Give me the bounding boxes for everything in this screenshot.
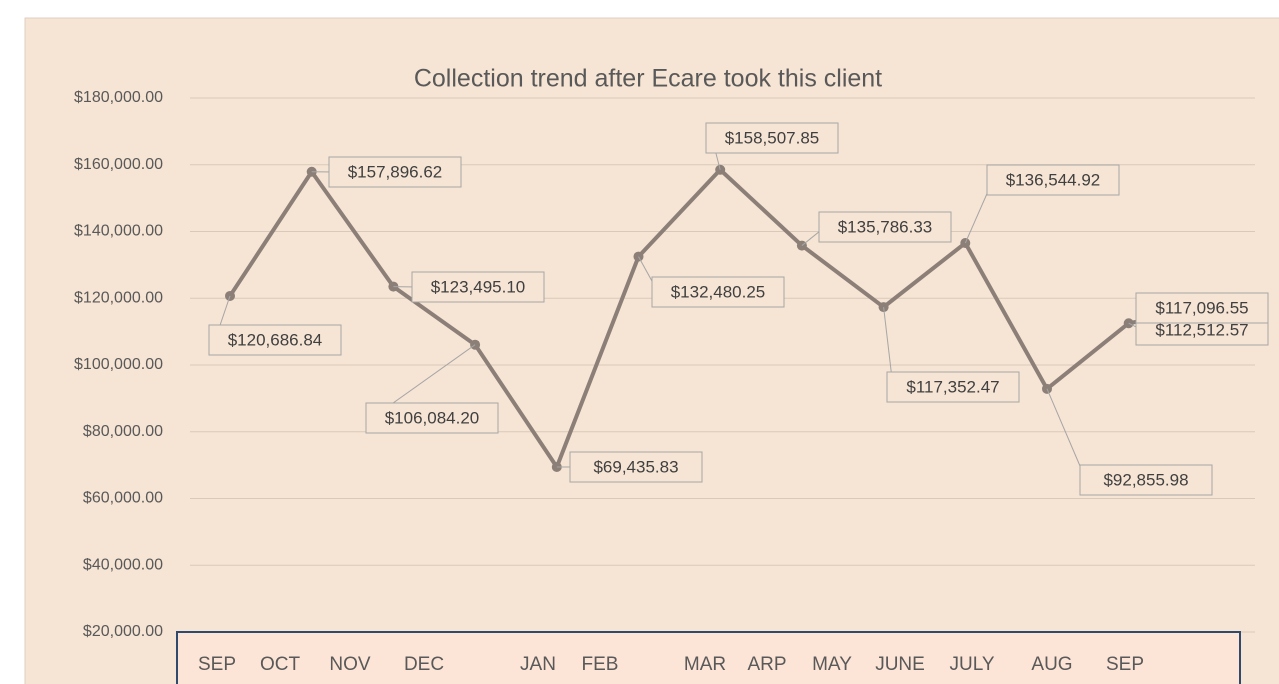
y-tick-label: $40,000.00 (83, 556, 163, 573)
data-label: $120,686.84 (228, 330, 323, 349)
x-tick-label: SEP (198, 654, 236, 675)
x-tick-label: OCT (260, 654, 301, 675)
data-label: $92,855.98 (1103, 470, 1188, 489)
category-box (176, 631, 1241, 684)
data-label-box (411, 271, 545, 303)
y-tick-label: $160,000.00 (74, 156, 163, 173)
data-label: $69,435.83 (593, 457, 678, 476)
data-label: $132,480.25 (671, 282, 766, 301)
plot: $120,686.84 $157,896.62 $123,495.10 $106,08… (208, 122, 1269, 496)
x-tick-label: JULY (949, 654, 994, 675)
data-label-box (986, 164, 1120, 196)
y-tick-label: $20,000.00 (83, 623, 163, 640)
data-label-box (651, 276, 785, 308)
y-tick-label: $100,000.00 (74, 356, 163, 373)
x-tick-label: ARP (747, 654, 786, 675)
x-tick-label: JAN (520, 654, 556, 675)
data-label: $106,084.20 (385, 408, 480, 427)
x-tick-label: NOV (329, 654, 371, 675)
y-tick-label: $140,000.00 (74, 223, 163, 240)
x-tick-label: MAR (684, 654, 726, 675)
categories: SEP OCT NOV DEC JAN FEB MAR ARP MAY JUNE JULY AUG SE… (198, 654, 1144, 675)
data-label-box (365, 402, 499, 434)
data-label: $117,096.55 (1155, 298, 1248, 317)
data-label: $135,786.33 (838, 217, 933, 236)
data-label: $157,896.62 (348, 162, 443, 181)
x-tick-label: FEB (582, 654, 619, 675)
x-tick-label: MAY (812, 654, 852, 675)
data-label-box (886, 371, 1020, 403)
data-label-box (1135, 292, 1269, 324)
data-label-box (328, 156, 462, 188)
x-tick-label: AUG (1031, 654, 1072, 675)
y-tick-label: $180,000.00 (74, 89, 163, 106)
data-label: $158,507.85 (725, 128, 820, 147)
y-tick-label: $120,000.00 (74, 289, 163, 306)
x-tick-label: JUNE (875, 654, 925, 675)
y-tick-label: $80,000.00 (83, 423, 163, 440)
data-label: $117,352.47 (906, 377, 999, 396)
chart-title: Collection trend after Ecare took this c… (414, 65, 882, 93)
data-label: $112,512.57 (1155, 320, 1248, 339)
x-tick-label: DEC (404, 654, 444, 675)
data-label-box (705, 122, 839, 154)
y-tick-label: $60,000.00 (83, 490, 163, 507)
data-label-box (208, 324, 342, 356)
data-label: $123,495.10 (431, 277, 526, 296)
data-label-box (818, 211, 952, 243)
data-label: $136,544.92 (1006, 170, 1101, 189)
data-label-box (1079, 464, 1213, 496)
data-label-box (569, 451, 703, 483)
x-tick-label: SEP (1106, 654, 1144, 675)
